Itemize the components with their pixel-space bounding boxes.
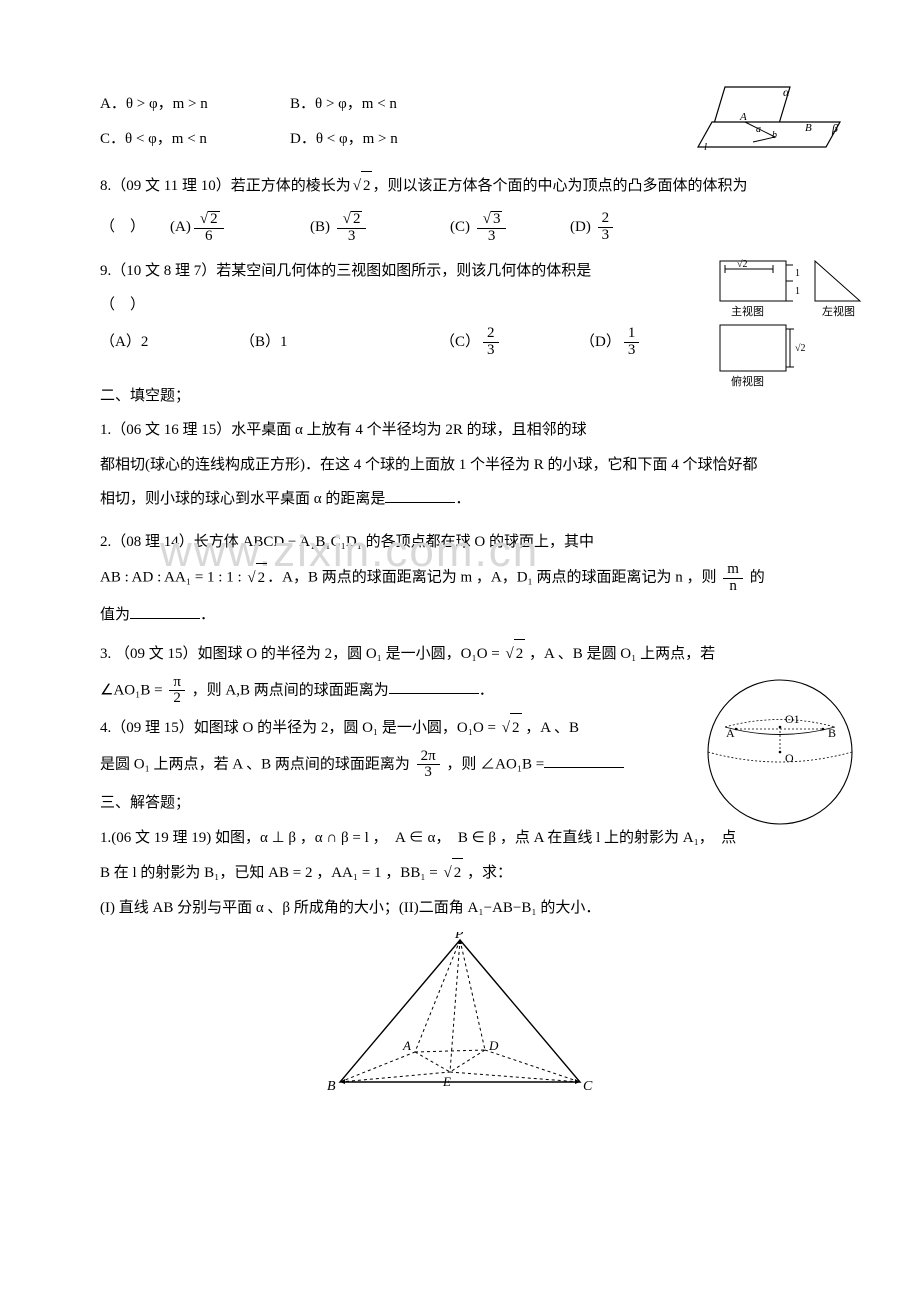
opt-C: C．θ < φ，m < n <box>100 125 290 154</box>
f2-a: 2.（08 理 14）长方体 ABCD − A₁B₁C₁D₁ 的各顶点都在球 O… <box>100 528 820 557</box>
svg-text:D: D <box>488 1038 499 1053</box>
opt-A: A．θ > φ，m > n <box>100 90 290 119</box>
pyramid-diagram: P A D B C E <box>100 932 820 1102</box>
f1-a: 1.（06 文 16 理 15）水平桌面 α 上放有 4 个半径均为 2R 的球… <box>100 416 820 445</box>
svg-text:主视图: 主视图 <box>731 304 764 318</box>
f4-a: 4.（09 理 15）如图球 O 的半径为 2，圆 O₁ 是一小圆，O₁O = … <box>100 713 620 743</box>
s1-c: (I) 直线 AB 分别与平面 α 、β 所成角的大小；(II)二面角 A₁−A… <box>100 894 820 923</box>
q9-paren: （ ） <box>100 291 820 320</box>
svg-text:A: A <box>726 726 735 740</box>
q8-A: (A) 26 <box>170 211 310 245</box>
svg-text:O: O <box>785 751 794 765</box>
s1-b: B 在 l 的射影为 B₁，已知 AB = 2 ，AA₁ = 1 ，BB₁ = … <box>100 858 820 888</box>
q8-B: (B) 23 <box>310 211 450 245</box>
opt-D: D．θ < φ，m > n <box>290 125 480 154</box>
svg-text:左视图: 左视图 <box>822 304 855 318</box>
q9-A: （A）2 <box>100 328 240 357</box>
svg-text:P: P <box>454 932 464 942</box>
svg-text:B: B <box>327 1079 336 1094</box>
svg-text:A: A <box>402 1038 411 1053</box>
svg-text:A: A <box>739 111 747 123</box>
section-fill: 二、填空题； <box>100 382 820 411</box>
q9-stem: 9.（10 文 8 理 7）若某空间几何体的三视图如图所示，则该几何体的体积是 <box>100 257 820 286</box>
three-view-diagram: √2 1 1 主视图 左视图 √2 俯视图 <box>715 251 870 402</box>
sphere-diagram: A B O O1 <box>690 667 870 848</box>
q8-D: (D) 23 <box>570 211 760 244</box>
svg-text:√2: √2 <box>795 343 806 354</box>
f1-b: 都相切(球心的连线构成正方形)．在这 4 个球的上面放 1 个半径为 R 的小球… <box>100 451 820 480</box>
q9-C: （C） 23 <box>440 326 580 359</box>
svg-text:√2: √2 <box>737 259 748 270</box>
svg-text:E: E <box>442 1074 451 1089</box>
f4-b: 是圆 O₁ 上两点，若 A 、B 两点间的球面距离为 2π3 ，则 ∠AO₁B … <box>100 749 720 782</box>
opt-B: B．θ > φ，m < n <box>290 90 480 119</box>
q9-B: （B）1 <box>240 328 440 357</box>
f3-a: 3. （09 文 15）如图球 O 的半径为 2，圆 O₁ 是一小圆，O₁O =… <box>100 639 820 669</box>
f1-c: 相切，则小球的球心到水平桌面 α 的距离是． <box>100 485 820 514</box>
svg-text:1: 1 <box>795 286 800 297</box>
f2-b: AB : AD : AA₁ = 1 : 1 : 2．A，B 两点的球面距离记为 … <box>100 562 820 595</box>
svg-text:α: α <box>783 85 790 99</box>
svg-text:B: B <box>828 726 836 740</box>
svg-text:C: C <box>583 1079 593 1094</box>
svg-text:β: β <box>831 121 838 135</box>
svg-text:俯视图: 俯视图 <box>731 374 764 388</box>
q8-C: (C) 33 <box>450 211 570 245</box>
svg-text:O1: O1 <box>785 712 800 726</box>
f2-c: 值为． <box>100 601 820 630</box>
svg-text:1: 1 <box>795 268 800 279</box>
q8-paren: （ ） <box>100 213 170 242</box>
